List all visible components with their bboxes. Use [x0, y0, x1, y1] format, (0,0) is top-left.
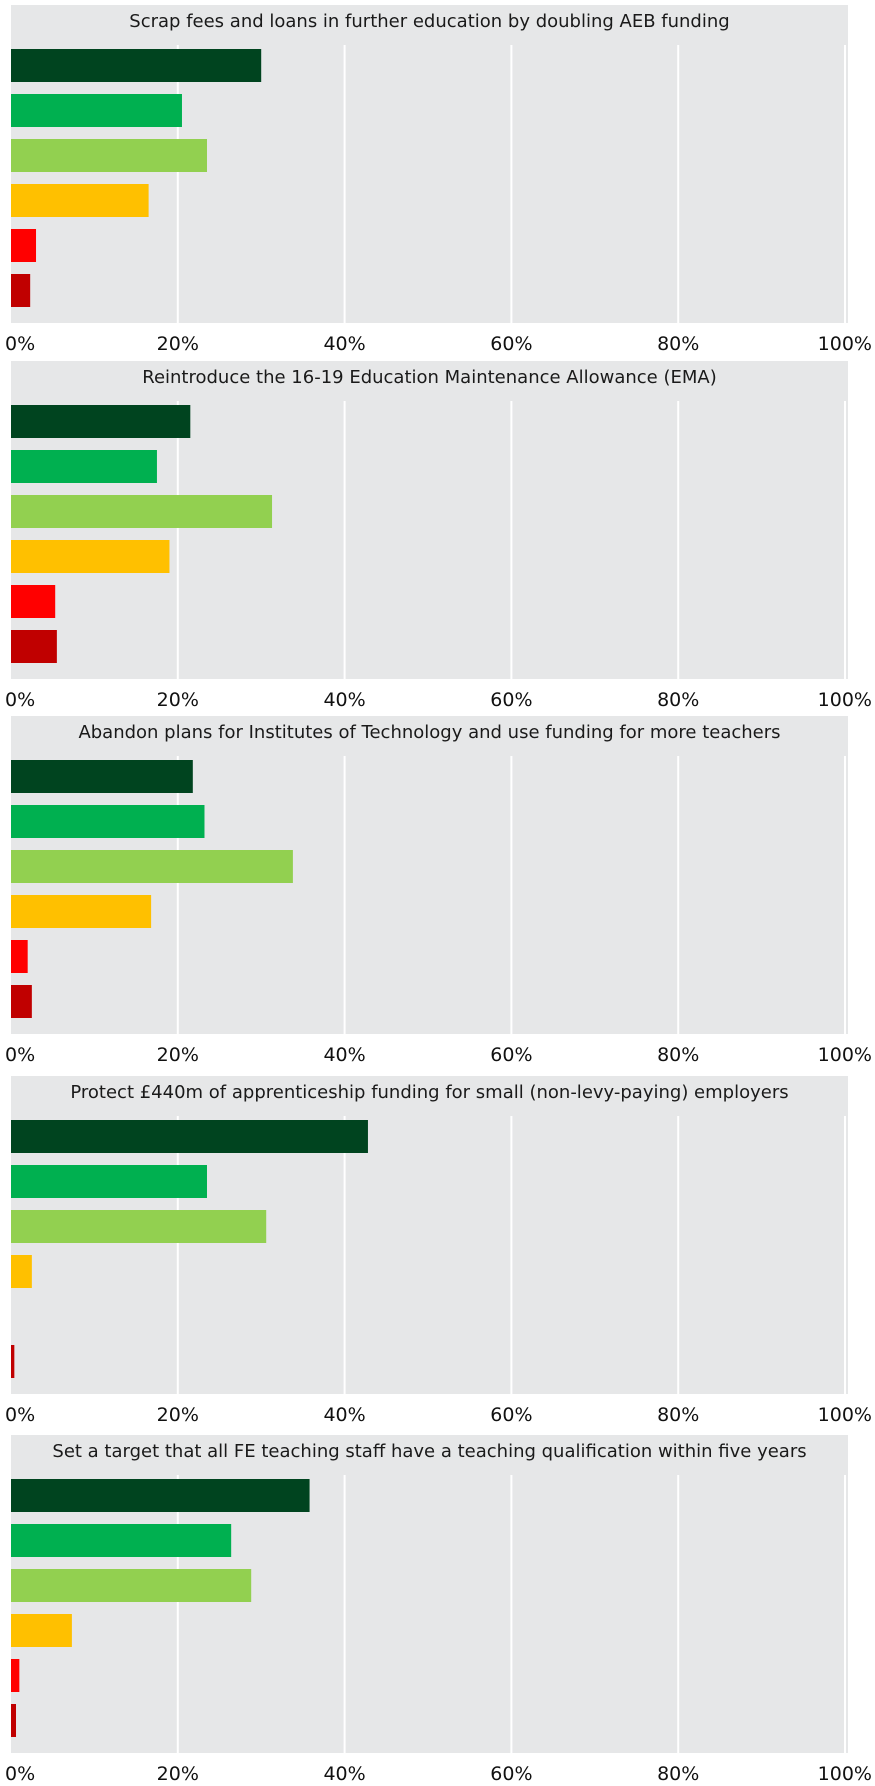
x-tick-label: 20% [157, 1044, 199, 1066]
bar [11, 184, 149, 217]
bar [11, 1614, 72, 1647]
bar [11, 585, 56, 618]
bar [11, 630, 57, 663]
bar [11, 139, 207, 172]
bar [11, 895, 152, 928]
bar [11, 1479, 310, 1512]
x-tick-label: 40% [323, 1044, 365, 1066]
chart-title: Protect £440m of apprenticeship funding … [70, 1082, 788, 1103]
x-tick-label: 60% [490, 1404, 532, 1426]
bar [11, 1255, 32, 1288]
bar [11, 94, 182, 127]
bar [11, 1210, 267, 1243]
x-tick-label: 40% [323, 689, 365, 711]
bar [11, 229, 37, 262]
x-tick-label: 100% [818, 333, 872, 355]
x-tick-label: 20% [157, 1763, 199, 1781]
chart-title: Reintroduce the 16-19 Education Maintena… [142, 367, 717, 388]
bar [11, 450, 157, 483]
x-tick-label: 100% [818, 1044, 872, 1066]
bar [11, 805, 205, 838]
x-tick-label: 100% [818, 689, 872, 711]
x-tick-label: 40% [323, 1763, 365, 1781]
x-tick-label: 100% [818, 1404, 872, 1426]
x-tick-label: 100% [818, 1763, 872, 1781]
chart-panel-5: Set a target that all FE teaching staff … [5, 1435, 872, 1785]
bar [11, 985, 32, 1018]
x-tick-label: 20% [157, 689, 199, 711]
bar [11, 1120, 368, 1153]
x-tick-label: 40% [323, 1404, 365, 1426]
x-tick-label: 80% [657, 1404, 699, 1426]
chart-title: Abandon plans for Institutes of Technolo… [78, 722, 780, 743]
bar [11, 1345, 15, 1378]
x-tick-label: 0% [5, 1404, 35, 1426]
bar [11, 940, 28, 973]
bar [11, 495, 273, 528]
chart-panel-1: Scrap fees and loans in further educatio… [5, 5, 872, 355]
bar [11, 760, 193, 793]
x-tick-label: 0% [5, 689, 35, 711]
chart-title: Scrap fees and loans in further educatio… [129, 11, 729, 32]
x-tick-label: 40% [323, 333, 365, 355]
x-tick-label: 60% [490, 333, 532, 355]
bar [11, 1704, 17, 1737]
bar [11, 850, 293, 883]
x-tick-label: 60% [490, 689, 532, 711]
x-tick-label: 20% [157, 333, 199, 355]
x-tick-label: 80% [657, 333, 699, 355]
chart-title: Set a target that all FE teaching staff … [52, 1441, 806, 1462]
bar [11, 540, 170, 573]
bar [11, 1659, 20, 1692]
x-tick-label: 0% [5, 1763, 35, 1781]
x-tick-label: 0% [5, 333, 35, 355]
bar [11, 1569, 252, 1602]
x-tick-label: 80% [657, 689, 699, 711]
x-tick-label: 60% [490, 1763, 532, 1781]
chart-panel-4: Protect £440m of apprenticeship funding … [5, 1076, 872, 1426]
x-tick-label: 80% [657, 1763, 699, 1781]
bar [11, 1165, 207, 1198]
x-tick-label: 0% [5, 1044, 35, 1066]
bar [11, 405, 191, 438]
x-tick-label: 20% [157, 1404, 199, 1426]
chart-panel-2: Reintroduce the 16-19 Education Maintena… [5, 361, 872, 711]
x-tick-label: 80% [657, 1044, 699, 1066]
x-tick-label: 60% [490, 1044, 532, 1066]
bar [11, 1524, 232, 1557]
bar [11, 274, 31, 307]
chart-panel-3: Abandon plans for Institutes of Technolo… [5, 716, 872, 1066]
bar [11, 49, 262, 82]
